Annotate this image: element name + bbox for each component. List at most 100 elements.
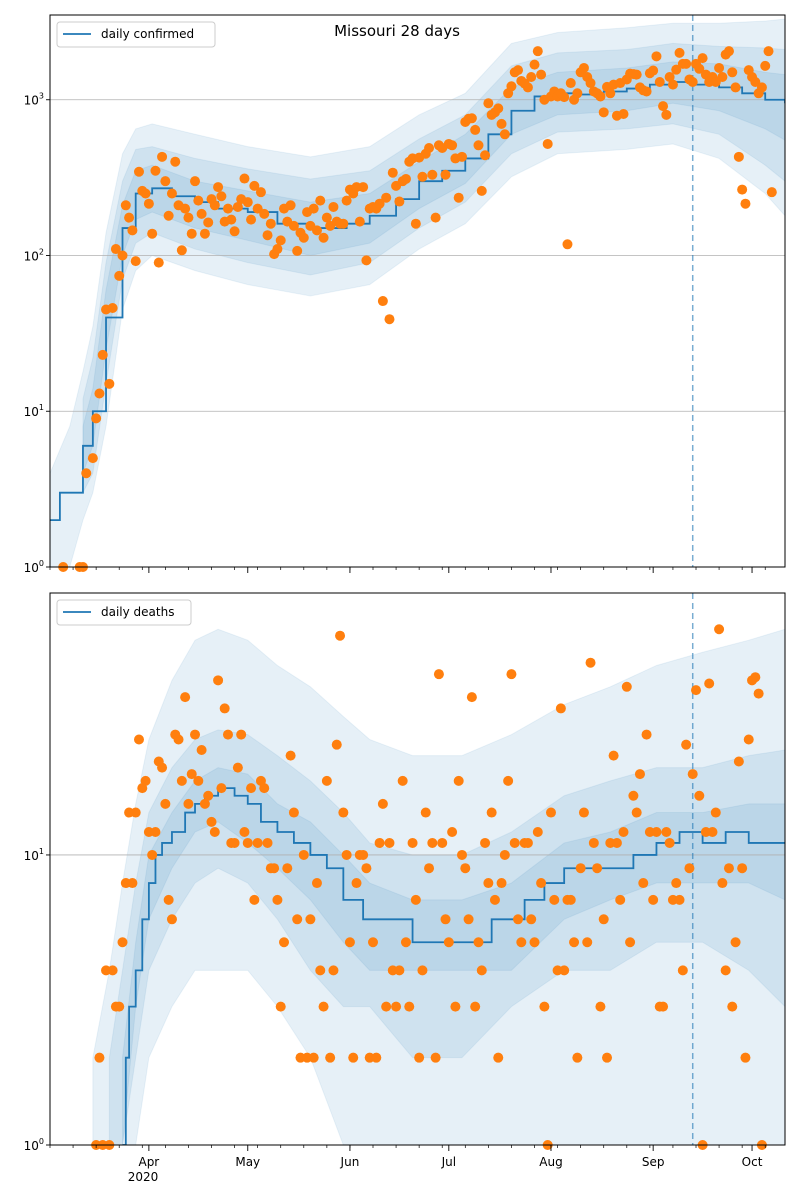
data-point: [723, 863, 734, 874]
data-point: [400, 173, 411, 184]
data-point: [190, 176, 201, 187]
data-point: [661, 109, 672, 120]
data-point: [424, 142, 435, 153]
data-point: [255, 187, 266, 198]
data-point: [265, 218, 276, 229]
data-point: [315, 195, 326, 206]
data-point: [206, 816, 217, 827]
data-point: [756, 82, 767, 93]
y-tick-base: 10: [24, 94, 39, 108]
data-point: [569, 937, 580, 948]
data-point: [687, 769, 698, 780]
data-point: [595, 1001, 606, 1012]
data-point: [147, 849, 158, 860]
data-point: [493, 103, 504, 114]
x-tick-label: Jul: [441, 1155, 456, 1169]
data-point: [81, 468, 92, 479]
data-point: [750, 76, 761, 87]
data-point: [377, 296, 388, 307]
data-point: [288, 220, 299, 231]
data-point: [246, 214, 257, 225]
data-point: [160, 798, 171, 809]
data-point: [305, 914, 316, 925]
data-point: [424, 863, 435, 874]
data-point: [279, 937, 290, 948]
data-point: [681, 58, 692, 69]
data-point: [720, 965, 731, 976]
data-point: [651, 51, 662, 62]
data-point: [727, 1001, 738, 1012]
data-point: [203, 217, 214, 228]
year-label: 2020: [128, 1170, 159, 1184]
data-point: [664, 837, 675, 848]
data-point: [150, 826, 161, 837]
data-point: [733, 151, 744, 162]
data-point: [117, 250, 128, 261]
data-point: [437, 837, 448, 848]
data-point: [714, 624, 725, 635]
data-point: [618, 826, 629, 837]
data-point: [404, 1001, 415, 1012]
data-point: [361, 863, 372, 874]
data-point: [681, 739, 692, 750]
data-point: [127, 878, 138, 889]
data-point: [209, 200, 220, 211]
data-point: [582, 937, 593, 948]
data-point: [555, 703, 566, 714]
data-point: [397, 775, 408, 786]
data-point: [440, 914, 451, 925]
data-point: [526, 71, 537, 82]
data-point: [529, 59, 540, 70]
data-point: [549, 894, 560, 905]
data-point: [285, 200, 296, 211]
data-point: [262, 837, 273, 848]
data-point: [374, 198, 385, 209]
data-point: [358, 849, 369, 860]
data-point: [358, 182, 369, 193]
y-tick-base: 10: [24, 561, 39, 575]
data-point: [407, 837, 418, 848]
data-point: [318, 232, 329, 243]
data-point: [400, 937, 411, 948]
data-point: [242, 197, 253, 208]
data-point: [674, 47, 685, 58]
data-point: [575, 863, 586, 874]
data-point: [130, 807, 141, 818]
data-point: [186, 769, 197, 780]
data-point: [638, 878, 649, 889]
data-point: [315, 965, 326, 976]
data-point: [522, 837, 533, 848]
data-point: [483, 878, 494, 889]
scatter-points: [58, 46, 777, 572]
data-point: [272, 894, 283, 905]
band-mid: [108, 729, 785, 1145]
data-point: [209, 826, 220, 837]
data-point: [213, 675, 224, 686]
data-point: [763, 46, 774, 57]
data-point: [163, 894, 174, 905]
data-point: [509, 837, 520, 848]
data-point: [377, 798, 388, 809]
data-point: [536, 69, 547, 80]
data-point: [737, 863, 748, 874]
data-point: [325, 1052, 336, 1063]
data-point: [328, 201, 339, 212]
chart-title: Missouri 28 days: [334, 22, 460, 40]
data-point: [578, 62, 589, 73]
data-point: [506, 81, 517, 92]
data-point: [420, 807, 431, 818]
data-point: [140, 775, 151, 786]
data-point: [288, 807, 299, 818]
data-point: [417, 171, 428, 182]
data-point: [127, 225, 138, 236]
data-point: [578, 807, 589, 818]
x-tick-label: Apr: [138, 1155, 159, 1169]
data-point: [628, 790, 639, 801]
data-point: [232, 762, 243, 773]
data-point: [493, 1052, 504, 1063]
band-mid: [82, 42, 785, 493]
data-point: [430, 1052, 441, 1063]
data-point: [536, 878, 547, 889]
data-point: [608, 750, 619, 761]
